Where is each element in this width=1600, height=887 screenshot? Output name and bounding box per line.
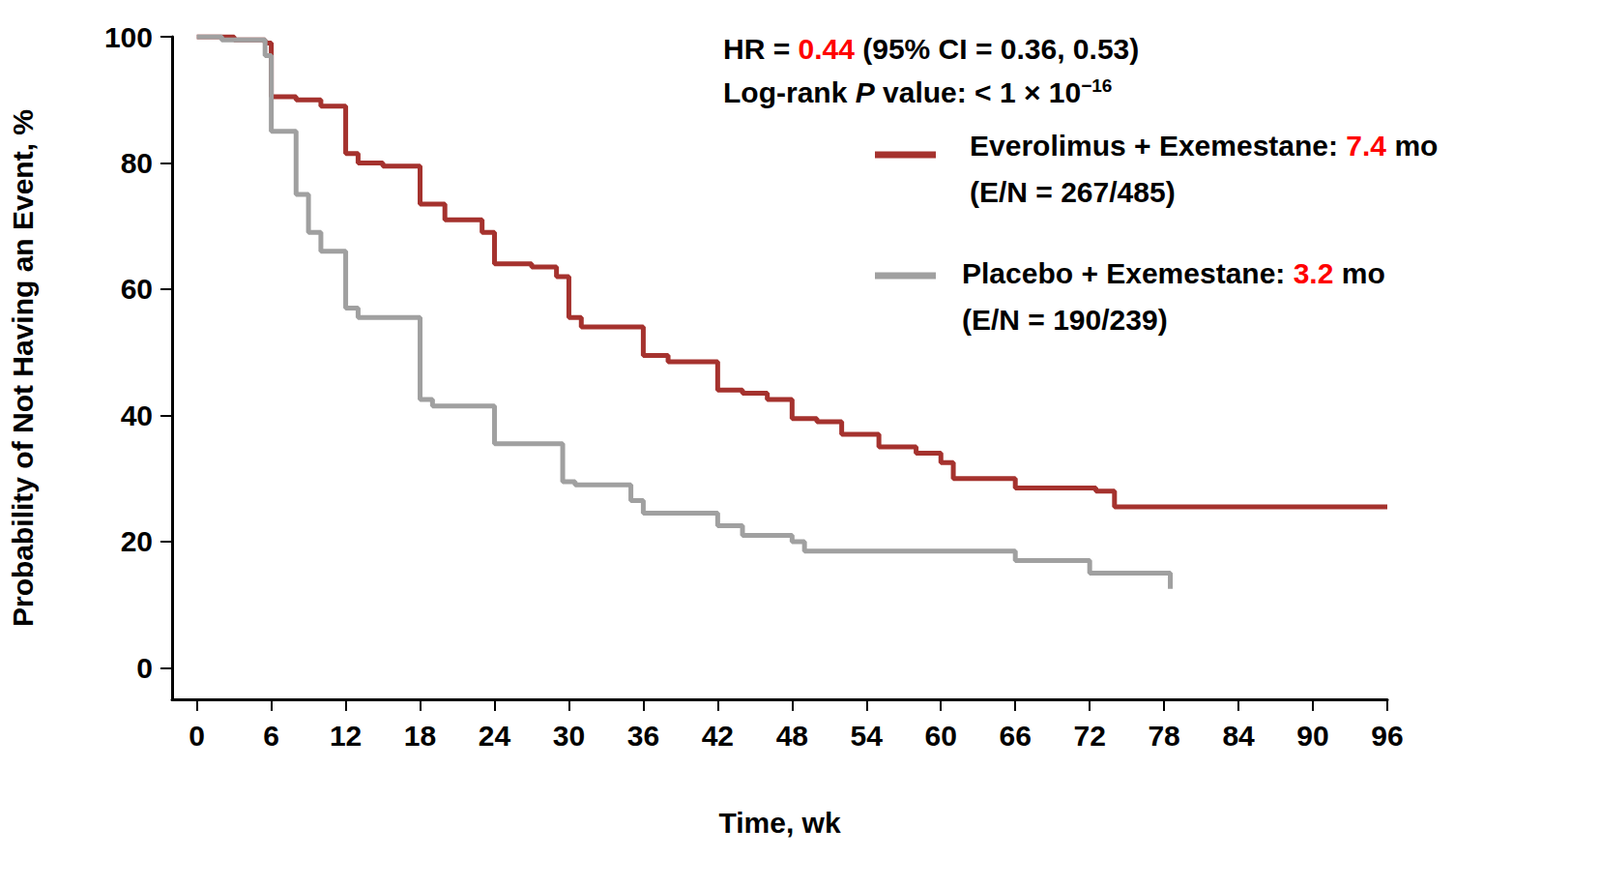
svg-text:96: 96 — [1370, 719, 1403, 752]
svg-text:Time, wk: Time, wk — [718, 806, 841, 839]
svg-text:Log-rank: Log-rank — [723, 76, 856, 109]
svg-text:P: P — [855, 76, 876, 109]
svg-text:6: 6 — [262, 719, 280, 752]
svg-text:7.4: 7.4 — [1345, 129, 1387, 162]
svg-text:66: 66 — [999, 719, 1032, 752]
svg-text:60: 60 — [120, 272, 153, 305]
svg-text:0.44: 0.44 — [798, 32, 856, 65]
svg-text:0: 0 — [188, 719, 205, 752]
svg-text:mo: mo — [1386, 129, 1438, 162]
svg-text:90: 90 — [1296, 719, 1329, 752]
svg-text:3.2: 3.2 — [1293, 257, 1335, 290]
svg-text:54: 54 — [850, 719, 884, 752]
svg-text:mo: mo — [1333, 257, 1385, 290]
svg-text:18: 18 — [404, 719, 437, 752]
svg-text:Everolimus + Exemestane:: Everolimus + Exemestane: — [969, 129, 1346, 162]
svg-text:80: 80 — [120, 146, 153, 179]
svg-text:12: 12 — [329, 719, 362, 752]
svg-text:30: 30 — [552, 719, 585, 752]
svg-text:HR =: HR = — [723, 32, 799, 65]
svg-text:84: 84 — [1221, 719, 1255, 752]
svg-text:42: 42 — [701, 719, 734, 752]
svg-text:48: 48 — [776, 719, 809, 752]
svg-text:(95% CI = 0.36, 0.53): (95% CI = 0.36, 0.53) — [854, 32, 1139, 65]
svg-text:78: 78 — [1147, 719, 1180, 752]
svg-text:24: 24 — [478, 719, 512, 752]
svg-text:value: < 1 × 10: value: < 1 × 10 — [874, 76, 1081, 109]
svg-text:36: 36 — [627, 719, 660, 752]
svg-text:0: 0 — [136, 651, 153, 684]
svg-text:20: 20 — [120, 524, 153, 557]
svg-text:(E/N = 190/239): (E/N = 190/239) — [961, 303, 1168, 336]
svg-text:40: 40 — [120, 399, 153, 432]
svg-text:100: 100 — [104, 21, 153, 54]
svg-text:60: 60 — [925, 719, 958, 752]
svg-text:72: 72 — [1073, 719, 1106, 752]
svg-text:−16: −16 — [1080, 75, 1112, 96]
svg-text:Probability of Not Having an E: Probability of Not Having an Event, % — [6, 109, 39, 627]
svg-text:(E/N = 267/485): (E/N = 267/485) — [969, 175, 1176, 208]
svg-text:Placebo + Exemestane:: Placebo + Exemestane: — [961, 257, 1294, 290]
